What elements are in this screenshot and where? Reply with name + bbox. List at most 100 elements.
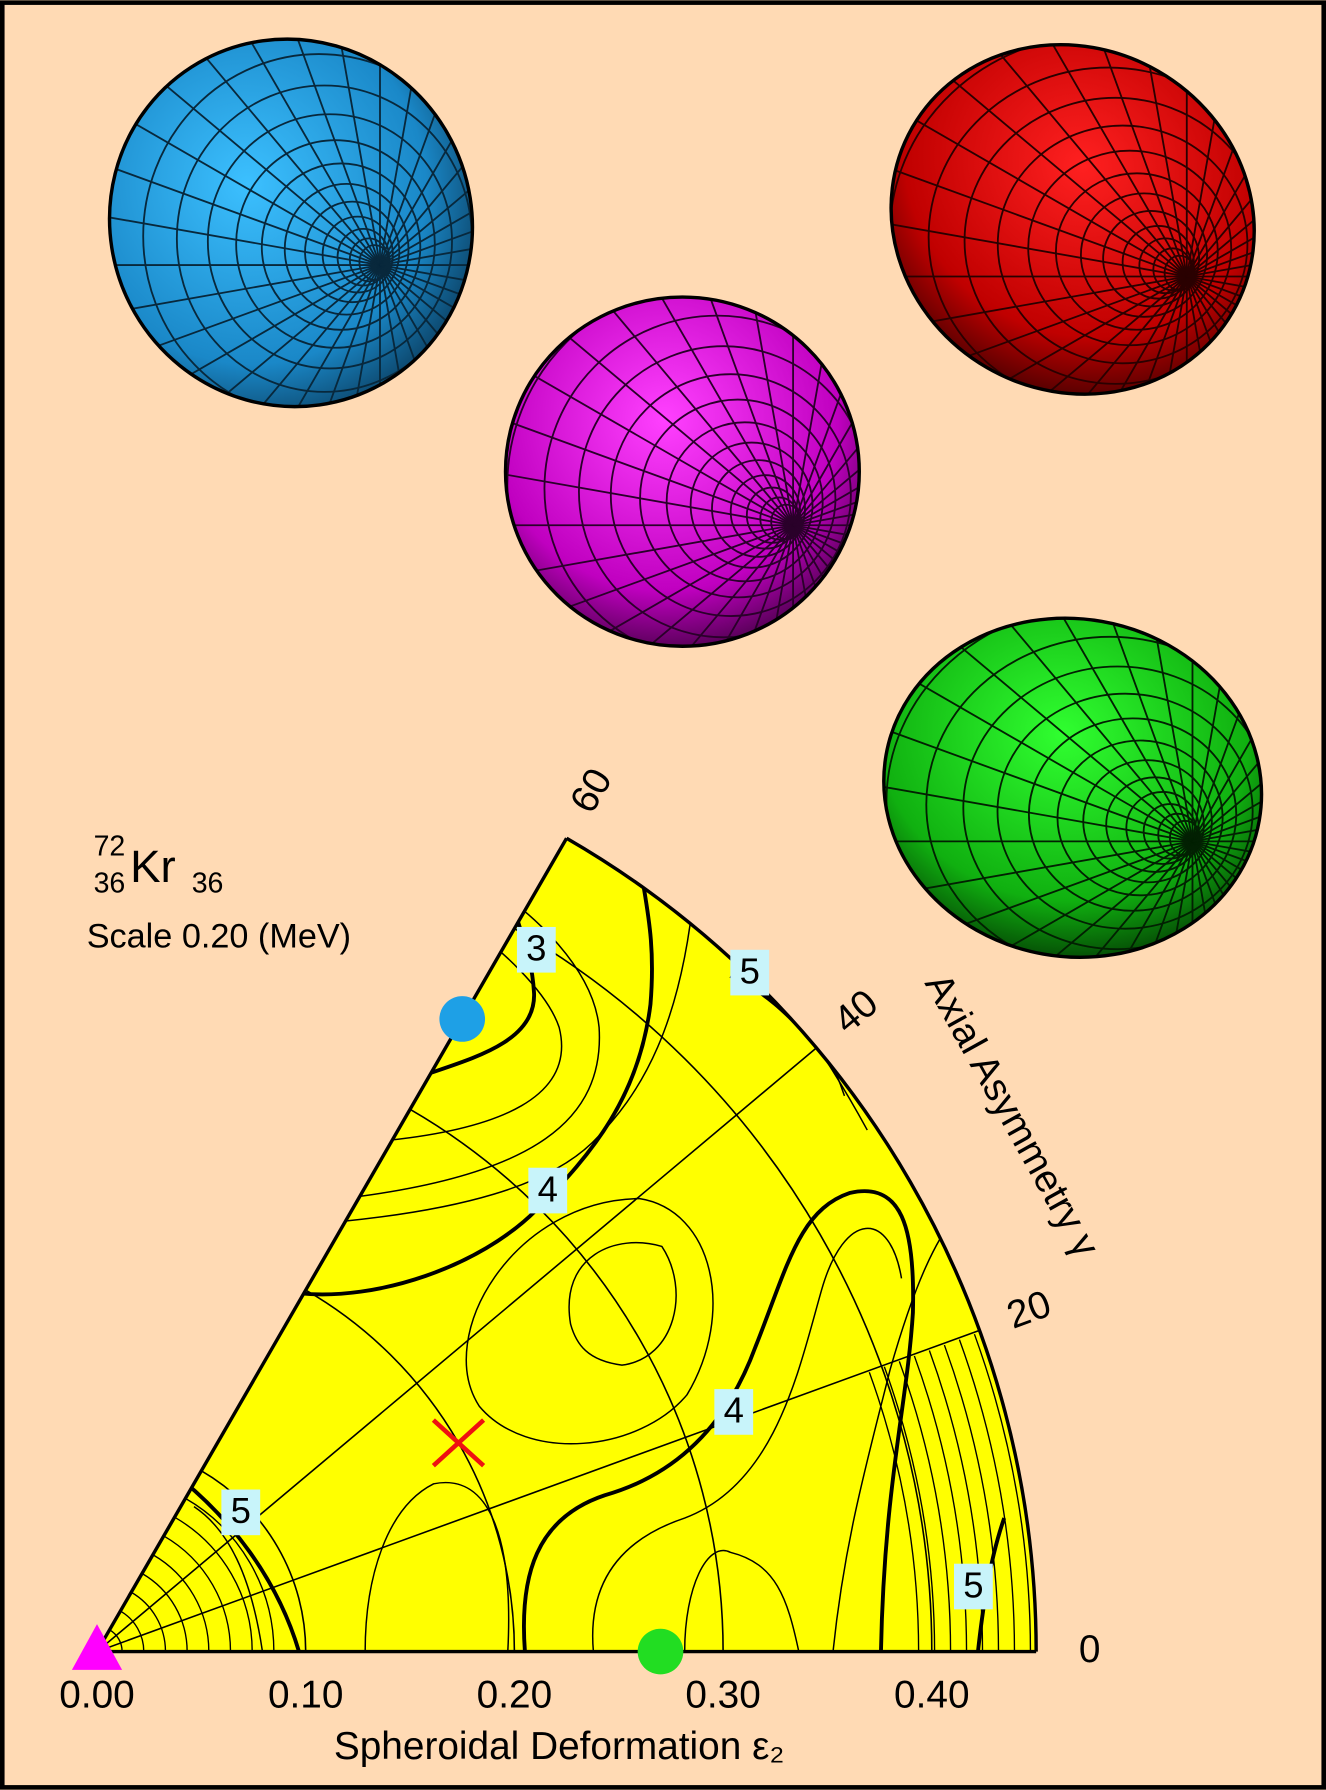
meridian-line [856, 676, 1193, 843]
meridian-line [139, 0, 381, 266]
meridian-line [856, 588, 1194, 843]
x-tick-label: 0.40 [894, 1673, 969, 1716]
meridian-line [215, 264, 381, 474]
meridian-line [552, 297, 794, 526]
latitude-line [1125, 791, 1200, 865]
meridian-line [505, 360, 794, 527]
contour-line [898, 1361, 952, 1652]
contour-label-box [528, 1167, 568, 1214]
scale-label: Scale 0.20 (MeV) [87, 917, 351, 955]
wedge-outer-arc [565, 836, 1038, 1652]
contour-line [832, 1198, 971, 1652]
contour-label-box [730, 949, 770, 996]
meridian-line [379, 264, 540, 474]
latitude-line [665, 421, 824, 583]
meridian-line [1186, 0, 1319, 278]
meridian-line [946, 276, 1188, 461]
meridian-line [71, 0, 381, 266]
contour-label: 5 [730, 949, 770, 996]
nucleus-body [109, 39, 473, 407]
meridian-line [792, 297, 860, 526]
contour-line [958, 1339, 1016, 1652]
marker-circle [637, 1628, 684, 1675]
contour-label-text: 5 [231, 1490, 251, 1531]
contour-line [342, 867, 697, 1223]
contour-line [465, 1197, 714, 1445]
meridian-line [379, 264, 540, 430]
marker-cross [431, 1418, 486, 1468]
meridian-line [42, 264, 381, 350]
contour-label-box [714, 1389, 754, 1435]
contour-label-text: 5 [963, 1564, 983, 1605]
contour-line [943, 1344, 1000, 1652]
meridian-line [379, 0, 540, 266]
marker-circle [439, 996, 486, 1042]
nucleus-shape [856, 588, 1289, 987]
meridian-line [505, 441, 794, 527]
contour-line [973, 1333, 1032, 1652]
latitude-line [1079, 192, 1208, 318]
marker-triangle [71, 1624, 123, 1670]
meridian-line [883, 588, 1194, 842]
contour-label: 3 [516, 926, 556, 973]
proton-number: 36 [94, 867, 126, 899]
contour-line [883, 1366, 936, 1652]
meridian-line [505, 524, 794, 610]
contour-label-text: 3 [526, 928, 546, 969]
nucleus-shape [503, 295, 861, 648]
nucleus-outline [107, 37, 475, 409]
contour-line [591, 1227, 903, 1652]
meridian-line [1102, 276, 1188, 461]
x-tick-label: 0.20 [477, 1673, 552, 1716]
meridian-line [1108, 841, 1194, 987]
contour-line [568, 1242, 677, 1366]
meridian-line [883, 840, 1194, 987]
latitude-line [711, 459, 806, 558]
x-axis-label: Spheroidal Deformation ε₂ [334, 1725, 785, 1768]
neutron-number: 36 [192, 867, 224, 899]
meridian-line [826, 192, 1187, 278]
contour-line [342, 878, 601, 1200]
meridian-line [856, 840, 1194, 987]
contour-label: 5 [221, 1489, 261, 1536]
latitude-line [1027, 717, 1238, 912]
contour-line [185, 1497, 275, 1652]
meridian-line [708, 297, 794, 526]
latitude-line [689, 441, 814, 569]
grid-ray [96, 1329, 980, 1653]
meridian-line [792, 297, 860, 526]
contour-label: 5 [953, 1563, 993, 1610]
latitude-line [996, 692, 1254, 930]
nucleus-outline [503, 295, 861, 648]
meridian-line [792, 297, 860, 526]
meridian-line [379, 180, 540, 266]
meridian-line [878, 0, 1188, 278]
meridian-line [295, 264, 381, 474]
element-symbol: Kr [130, 841, 176, 892]
contour-line [163, 1535, 232, 1652]
meridian-line [792, 297, 860, 526]
contour-line [376, 912, 563, 1143]
meridian-line [952, 588, 1194, 842]
meridian-line [505, 524, 794, 647]
wedge-fill [96, 838, 1037, 1652]
mass-number: 72 [94, 831, 126, 863]
contour-line-major [521, 1189, 916, 1652]
grid-arc [513, 927, 933, 1652]
meridian-line [379, 264, 465, 474]
contour-line [152, 1554, 210, 1652]
contour-line [193, 1506, 264, 1652]
meridian-line [792, 297, 860, 526]
contour-line [174, 1516, 253, 1652]
meridian-line [505, 297, 794, 526]
grid-arc [409, 1108, 724, 1652]
contour-line [913, 1355, 968, 1652]
contour-label-text: 4 [538, 1168, 558, 1209]
contour-line [141, 1572, 188, 1652]
x-tick-label: 0.30 [685, 1673, 760, 1716]
latitude-line [609, 373, 852, 617]
y-tick-label: 0 [1079, 1628, 1101, 1671]
meridian-line [42, 100, 381, 266]
latitude-line [996, 124, 1249, 365]
